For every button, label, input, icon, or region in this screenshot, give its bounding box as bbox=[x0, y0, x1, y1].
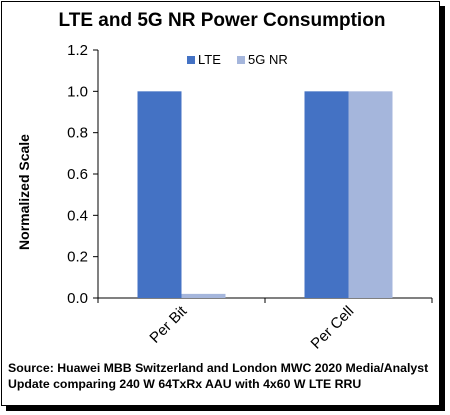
bar-5g-nr-per-cell bbox=[348, 91, 393, 298]
y-tick-label: 1.0 bbox=[67, 83, 88, 100]
bar-lte-per-cell bbox=[304, 91, 349, 298]
chart-plot: 0.0 0.2 0.4 0.6 0.8 1.0 1.2 Per Bit Per Cell bbox=[67, 42, 433, 353]
legend-label-5gnr: 5G NR bbox=[248, 52, 288, 67]
y-tick-label: 0.8 bbox=[67, 125, 88, 142]
legend-item-5gnr: 5G NR bbox=[237, 52, 288, 67]
y-tick-label: 0.0 bbox=[67, 290, 88, 307]
chart-frame: LTE and 5G NR Power Consumption LTE 5G N… bbox=[1, 1, 440, 406]
legend-label-lte: LTE bbox=[198, 52, 221, 67]
chart-title: LTE and 5G NR Power Consumption bbox=[58, 10, 386, 31]
y-tick-label: 1.2 bbox=[67, 42, 88, 59]
legend-swatch-lte bbox=[187, 55, 195, 64]
x-tick-label: Per Cell bbox=[308, 303, 358, 353]
legend-item-lte: LTE bbox=[187, 52, 221, 67]
y-tick-label: 0.4 bbox=[67, 207, 88, 224]
bar-lte-per-bit bbox=[137, 91, 182, 298]
legend-swatch-5gnr bbox=[237, 55, 245, 64]
x-tick-label: Per Bit bbox=[146, 302, 190, 346]
y-tick-label: 0.2 bbox=[67, 249, 88, 266]
source-note: Source: Huawei MBB Switzerland and Londo… bbox=[8, 361, 429, 391]
y-tick-label: 0.6 bbox=[67, 166, 88, 183]
bar-5g-nr-per-bit bbox=[181, 293, 226, 298]
